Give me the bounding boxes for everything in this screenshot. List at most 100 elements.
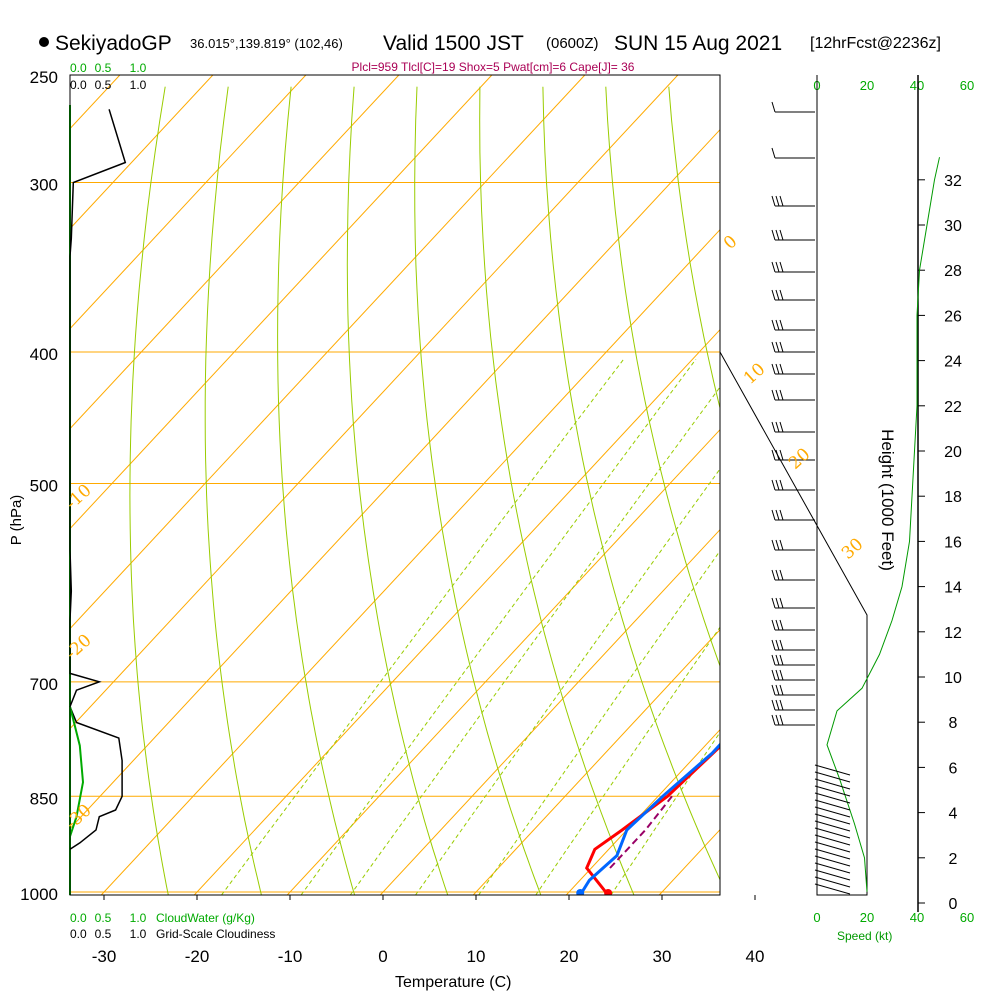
height-tick-label: 28 bbox=[944, 263, 962, 280]
cloudwater-scale-bottom: 0.0 bbox=[70, 911, 87, 925]
wind-barb bbox=[814, 778, 851, 790]
isotherm-line bbox=[70, 75, 400, 430]
wind-barb-feather bbox=[771, 101, 776, 113]
wind-barb-feather bbox=[779, 479, 784, 491]
wind-barb bbox=[814, 785, 851, 797]
wind-barb bbox=[814, 820, 851, 832]
station-coords: 36.015°,139.819° (102,46) bbox=[190, 36, 343, 51]
wind-barb-feather bbox=[771, 479, 776, 491]
wind-barb-feather bbox=[775, 289, 780, 301]
wind-barb-feather bbox=[775, 699, 780, 711]
wind-barb-feather bbox=[775, 421, 780, 433]
wind-barb-feather bbox=[779, 539, 784, 551]
wind-barb-feather bbox=[775, 479, 780, 491]
wind-barb-feather bbox=[779, 684, 784, 696]
isotherm-line bbox=[70, 75, 493, 530]
wind-barb-feather bbox=[779, 341, 784, 353]
wind-barb-feather bbox=[779, 195, 784, 207]
isotherm-label: -20 bbox=[62, 631, 96, 664]
wind-barb-feather bbox=[775, 229, 780, 241]
y-tick-label: 1000 bbox=[20, 885, 58, 904]
wind-barb bbox=[814, 771, 851, 783]
x-tick-label: -10 bbox=[278, 947, 303, 966]
cloudwater-scale-bottom: 0.5 bbox=[95, 911, 112, 925]
dry-adiabat-line bbox=[204, 86, 262, 895]
cloudiness-scale-bottom: 1.0 bbox=[130, 927, 147, 941]
wind-barb-feather bbox=[771, 569, 776, 581]
stability-indices: Plcl=959 Tlcl[C]=19 Shox=5 Pwat[cm]=6 Ca… bbox=[352, 60, 635, 74]
wind-barb-feather bbox=[779, 699, 784, 711]
wind-barb-feather bbox=[779, 229, 784, 241]
cloudwater-scale-top: 0.5 bbox=[95, 61, 112, 75]
wind-barb-feather bbox=[775, 597, 780, 609]
wind-barb bbox=[814, 869, 851, 881]
mixing-ratio-label: 12 bbox=[523, 896, 543, 916]
height-tick-label: 14 bbox=[944, 580, 962, 597]
wind-barb-feather bbox=[771, 319, 776, 331]
x-tick-label: -20 bbox=[185, 947, 210, 966]
wind-barb-feather bbox=[775, 195, 780, 207]
thermodynamic-grid: 1 2 3 5 8 12 20 bbox=[70, 75, 1000, 917]
y-tick-label: 400 bbox=[30, 345, 58, 364]
wind-barb bbox=[814, 862, 851, 874]
wind-barb bbox=[814, 764, 851, 776]
wind-barb-feather bbox=[779, 421, 784, 433]
height-tick-label: 10 bbox=[944, 670, 962, 687]
wind-barb bbox=[814, 792, 851, 804]
wind-barb-feather bbox=[775, 319, 780, 331]
cloudiness-scale-top: 0.0 bbox=[70, 78, 87, 92]
y-tick-label: 500 bbox=[30, 477, 58, 496]
wind-barb-feather bbox=[775, 389, 780, 401]
speed-tick-top: 60 bbox=[960, 78, 974, 93]
isotherm-label: 20 bbox=[785, 444, 814, 473]
wind-barb bbox=[814, 855, 851, 867]
valid-time: Valid 1500 JST bbox=[383, 32, 524, 55]
wind-barb-feather bbox=[771, 639, 776, 651]
wind-barb-feather bbox=[771, 509, 776, 521]
wind-barb-feather bbox=[779, 714, 784, 726]
cloudiness-scale-bottom: 0.0 bbox=[70, 927, 87, 941]
height-tick-label: 22 bbox=[944, 399, 962, 416]
isotherm-line bbox=[70, 75, 121, 130]
isotherm-line bbox=[286, 428, 720, 895]
isotherm-line bbox=[379, 528, 720, 895]
isotherm-line bbox=[565, 728, 720, 895]
cloudiness-label: Grid-Scale Cloudiness bbox=[156, 927, 275, 941]
isotherm-label: -10 bbox=[62, 481, 96, 514]
wind-barb-feather bbox=[779, 597, 784, 609]
height-tick-label: 2 bbox=[949, 851, 958, 868]
wind-barb bbox=[814, 834, 851, 846]
height-tick-label: 6 bbox=[949, 760, 958, 777]
mixing-ratio-label: 5 bbox=[403, 903, 420, 917]
x-tick-label: 0 bbox=[378, 947, 387, 966]
wind-panel-outline bbox=[719, 75, 868, 896]
temperature-profile-line bbox=[584, 744, 720, 895]
height-tick-label: 32 bbox=[944, 173, 962, 190]
isotherm-line bbox=[70, 128, 720, 830]
cloudiness-scale-top: 0.5 bbox=[95, 78, 112, 92]
wind-barb-feather bbox=[771, 147, 776, 159]
wind-barb-feather bbox=[771, 341, 776, 353]
dry-adiabat-line bbox=[668, 86, 720, 410]
speed-tick-bottom: 40 bbox=[910, 910, 924, 925]
wind-barb-feather bbox=[775, 654, 780, 666]
cloudwater-scale-top: 1.0 bbox=[130, 61, 147, 75]
y-tick-label: 850 bbox=[30, 789, 58, 808]
wind-barb-feather bbox=[771, 684, 776, 696]
isotherm-line bbox=[845, 75, 1000, 895]
speed-tick-bottom: 0 bbox=[813, 910, 820, 925]
wind-barb-feather bbox=[775, 669, 780, 681]
cloudiness-profile-line bbox=[69, 109, 127, 850]
valid-utc: (0600Z) bbox=[546, 35, 599, 52]
dry-adiabat-line bbox=[479, 86, 635, 895]
y-tick-label: 700 bbox=[30, 675, 58, 694]
wind-barb-feather bbox=[779, 363, 784, 375]
wind-barb bbox=[814, 799, 851, 811]
x-tick-label: 40 bbox=[746, 947, 765, 966]
speed-tick-top: 20 bbox=[860, 78, 874, 93]
wind-barb bbox=[814, 876, 851, 888]
speed-axis-title: Speed (kt) bbox=[837, 929, 892, 943]
dry-adiabat-line bbox=[414, 86, 542, 895]
